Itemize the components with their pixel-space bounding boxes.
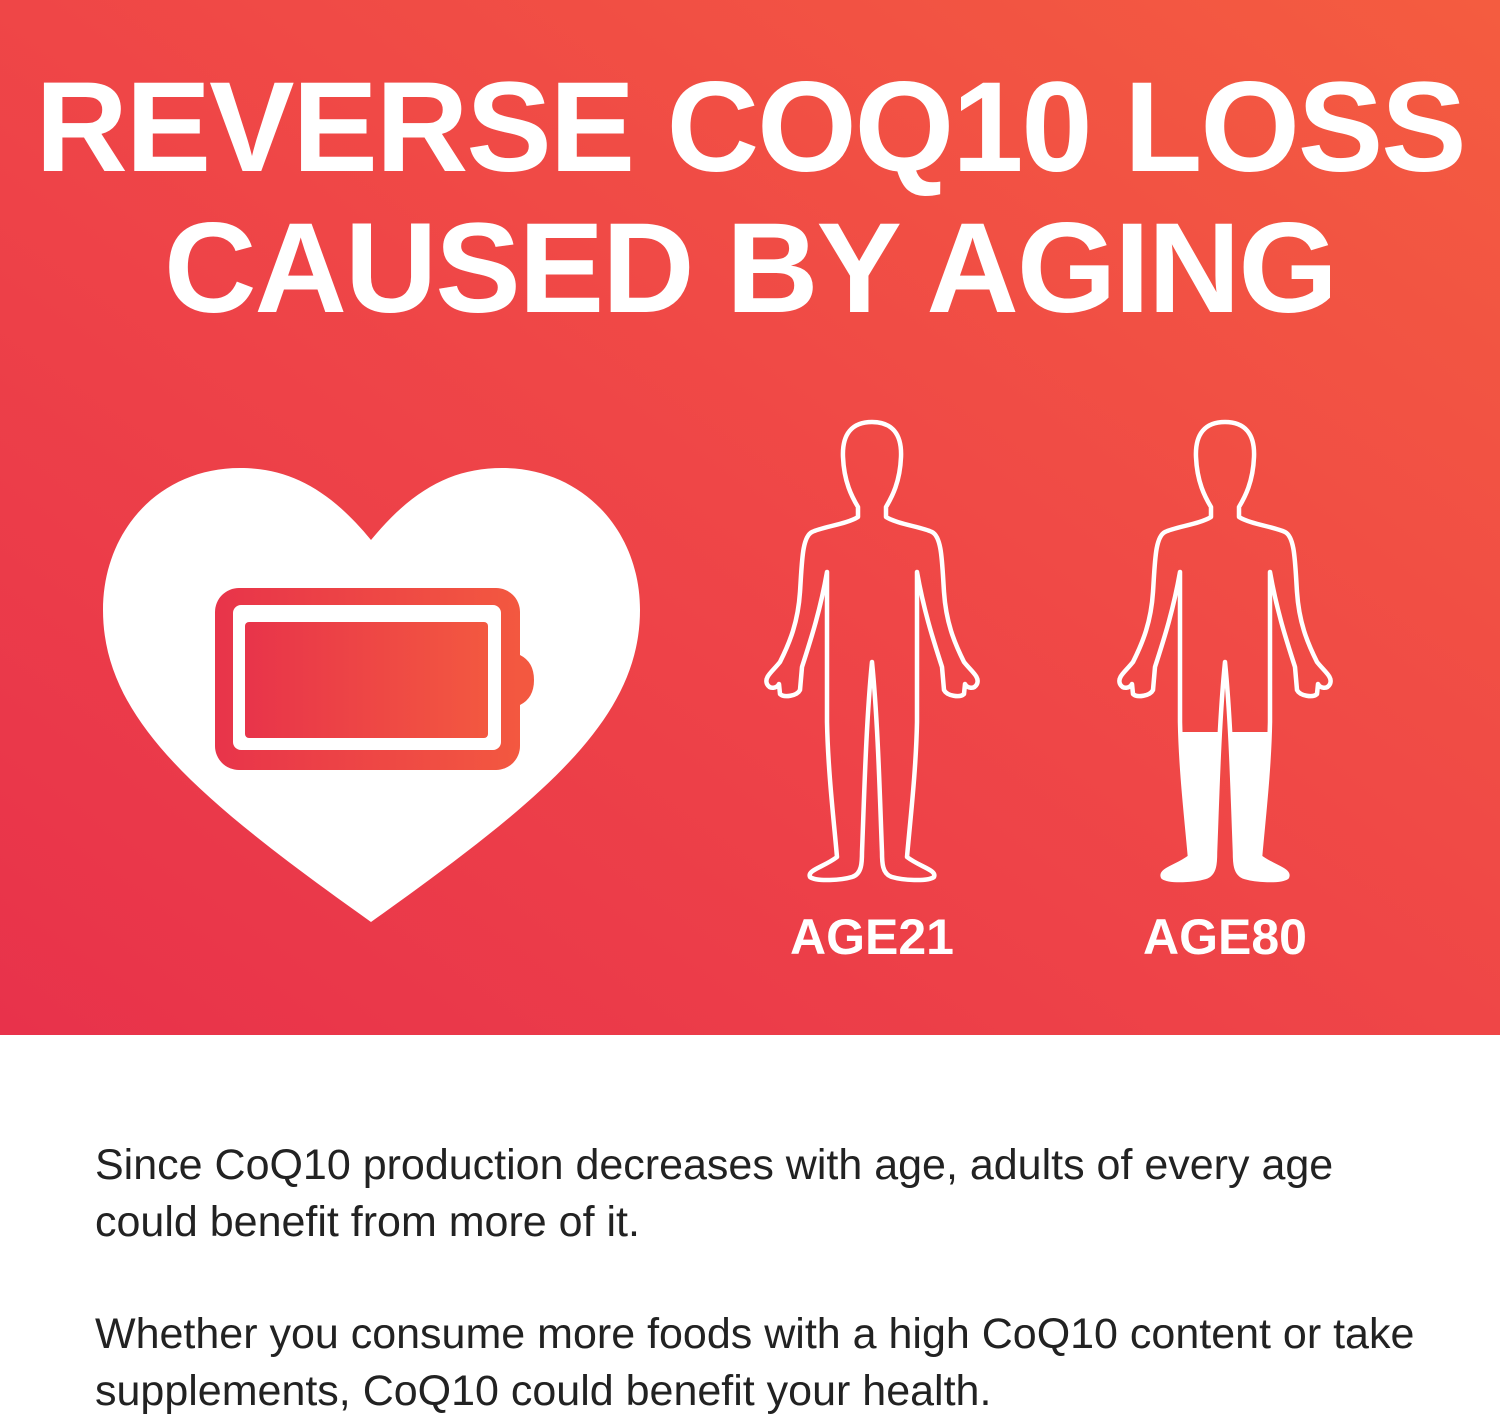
body-paragraph-2: Whether you consume more foods with a hi…: [95, 1310, 1415, 1415]
illustration: [215, 0, 1500, 883]
body-paragraph-1: Since CoQ10 production decreases with ag…: [95, 1141, 1334, 1246]
battery-icon: [215, 588, 534, 770]
human-figure-icon-age80: [1119, 422, 1330, 880]
headline-line-1: REVERSE COQ10 LOSS: [35, 56, 1466, 199]
age-21-label: AGE21: [790, 909, 954, 965]
human-figure-icon-age21: [766, 422, 977, 880]
headline-line-2: CAUSED BY AGING: [164, 197, 1338, 340]
age-80-label: AGE80: [1143, 909, 1307, 965]
